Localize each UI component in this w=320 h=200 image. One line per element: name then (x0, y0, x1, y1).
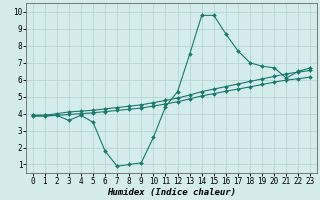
X-axis label: Humidex (Indice chaleur): Humidex (Indice chaleur) (107, 188, 236, 197)
